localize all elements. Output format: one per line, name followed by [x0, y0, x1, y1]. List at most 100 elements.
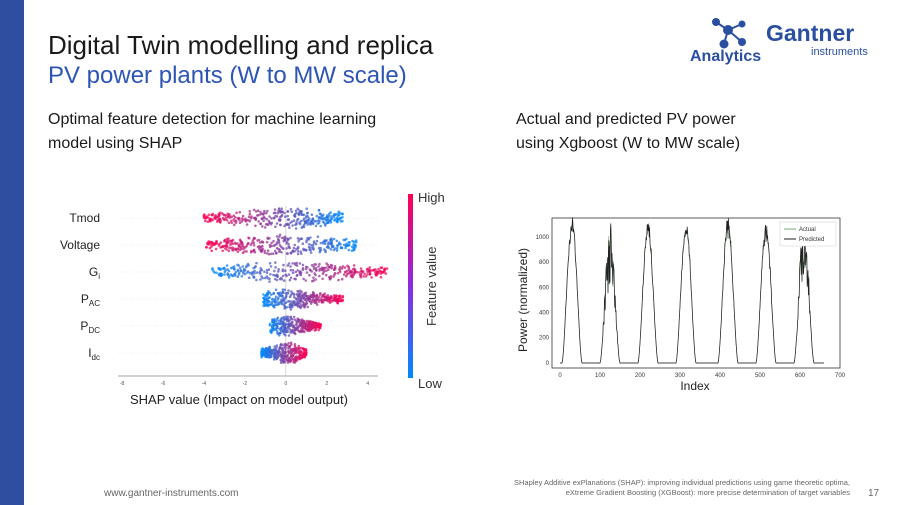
shap-point	[253, 250, 257, 254]
shap-point	[304, 299, 308, 302]
shap-point	[303, 330, 306, 334]
shap-point	[240, 220, 244, 223]
shap-point	[361, 270, 365, 273]
shap-point	[312, 279, 315, 282]
shap-point	[301, 267, 305, 270]
shap-point	[329, 301, 332, 304]
shap-point	[317, 265, 320, 268]
shap-point	[212, 270, 215, 273]
shap-point	[318, 250, 322, 254]
page-number: 17	[868, 488, 880, 499]
shap-point	[259, 267, 262, 270]
shap-point	[320, 300, 324, 303]
shap-point	[296, 252, 300, 256]
shap-point	[326, 221, 330, 224]
shap-point	[287, 346, 290, 350]
shap-point	[284, 301, 288, 305]
footer-url[interactable]: www.gantner-instruments.com	[104, 488, 239, 499]
shap-point	[271, 318, 274, 321]
shap-point	[354, 240, 358, 244]
shap-point	[277, 322, 281, 325]
shap-point	[267, 296, 271, 300]
shap-point	[269, 273, 272, 276]
shap-point	[205, 246, 208, 249]
shap-point	[239, 242, 242, 246]
shap-point	[295, 323, 298, 326]
shap-point	[250, 250, 253, 254]
shap-feature-label: PDC	[80, 319, 100, 335]
shap-point	[314, 322, 317, 326]
shap-point	[351, 275, 355, 279]
shap-point	[280, 207, 283, 210]
shap-point	[282, 356, 285, 360]
shap-point	[337, 213, 341, 217]
shap-point	[314, 242, 318, 246]
shap-point	[334, 267, 337, 270]
shap-point	[313, 272, 316, 275]
shap-point	[313, 329, 317, 332]
shap-point	[276, 332, 279, 335]
shap-point	[260, 248, 263, 252]
shap-point	[300, 320, 303, 324]
shap-point	[263, 226, 267, 229]
shap-point	[311, 243, 315, 247]
shap-point	[333, 247, 337, 250]
shap-point	[297, 329, 301, 333]
shap-point	[211, 212, 215, 216]
shap-point	[265, 211, 268, 215]
shap-point	[352, 240, 356, 244]
shap-point	[273, 277, 277, 281]
shap-point	[272, 328, 276, 332]
shap-point	[247, 215, 251, 219]
shap-point	[310, 295, 314, 298]
shap-point	[313, 219, 317, 223]
shap-point	[306, 236, 309, 240]
molecule-icon	[712, 18, 746, 49]
shap-point	[261, 240, 264, 244]
shap-point	[335, 249, 339, 252]
shap-point	[269, 303, 272, 306]
line-x-tick-label: 400	[715, 373, 726, 379]
shap-point	[259, 213, 262, 216]
shap-point	[236, 216, 240, 220]
shap-point	[275, 273, 279, 277]
shap-point	[273, 269, 276, 273]
shap-point	[359, 267, 363, 270]
shap-point	[293, 262, 297, 265]
shap-point	[282, 329, 285, 333]
shap-point	[324, 295, 327, 299]
shap-point	[280, 353, 283, 356]
shap-point	[277, 350, 281, 353]
line-legend-label: Actual	[799, 227, 816, 233]
shap-point	[274, 356, 277, 359]
line-x-tick-label: 700	[835, 373, 846, 379]
shap-point	[293, 318, 297, 321]
shap-point	[370, 276, 373, 279]
shap-point	[384, 272, 388, 275]
shap-point	[296, 290, 299, 293]
shap-point	[294, 270, 298, 274]
shap-point	[333, 213, 336, 216]
shap-point	[222, 213, 225, 216]
shap-point	[217, 212, 221, 216]
shap-point	[340, 277, 344, 281]
shap-point	[316, 219, 320, 222]
shap-point	[240, 274, 244, 278]
shap-point	[297, 240, 300, 243]
shap-point	[302, 247, 305, 251]
shap-point	[266, 249, 270, 252]
shap-point	[336, 219, 339, 223]
shap-point	[241, 265, 244, 268]
shap-point	[263, 251, 267, 255]
shap-point	[284, 346, 287, 349]
shap-point	[282, 299, 286, 303]
shap-point	[230, 215, 233, 218]
shap-point	[274, 225, 277, 228]
shap-point	[302, 213, 306, 216]
shap-x-tick-label: 4	[366, 381, 369, 387]
shap-point	[266, 303, 270, 306]
shap-point	[295, 292, 299, 296]
shap-point	[337, 278, 340, 282]
shap-point	[243, 272, 247, 276]
shap-point	[250, 241, 254, 245]
